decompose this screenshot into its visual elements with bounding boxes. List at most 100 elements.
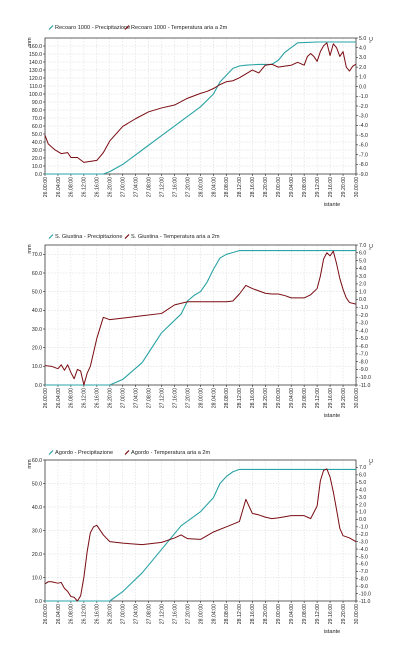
x-tick: 28.00:00	[198, 177, 204, 197]
x-tick: 29.20:00	[341, 604, 347, 624]
y-tick-right: 4.0	[359, 46, 366, 52]
y-tick-left: 70.0	[32, 116, 42, 122]
legend-label: S. Giustina - Temperatura aria a 2m	[131, 234, 220, 240]
chart-3: 0.0 10.0 20.0 30.0 40.0 50.0 60.0 -11.0 -10.0-9.…	[27, 450, 375, 635]
x-tick: 29.12:00	[315, 604, 321, 624]
x-tick: 27.04:00	[134, 604, 140, 624]
x-tick: 27.20:00	[185, 388, 191, 408]
x-tick: 26.04:00	[56, 177, 62, 197]
x-tick: 29.04:00	[289, 177, 295, 197]
plot-frame	[44, 459, 357, 602]
y-tick-right: -8.0	[359, 359, 368, 365]
x-tick: 28.00:00	[198, 604, 204, 624]
plot-frame	[44, 37, 357, 175]
y-tick-right: 1.0	[359, 289, 366, 295]
temperature-line-1	[44, 42, 357, 163]
legend-label: Recoaro 1000 - Temperatura aria a 2m	[131, 25, 228, 31]
temperature-line-2	[44, 250, 357, 386]
y-tick-right: -3.0	[359, 114, 368, 120]
y-tick-right: 4.0	[359, 487, 366, 493]
x-axis-label: istante	[324, 413, 340, 419]
y-tick-right: 6.0	[359, 251, 366, 257]
x-tick: 28.16:00	[250, 388, 256, 408]
y-tick-right: -9.0	[359, 584, 368, 590]
x-tick: 26.16:00	[95, 604, 101, 624]
x-tick: 29.20:00	[341, 177, 347, 197]
y-tick-left: 40.0	[32, 140, 42, 146]
x-tick: 27.00:00	[121, 604, 127, 624]
x-tick: 27.16:00	[172, 388, 178, 408]
y-tick-right: 0.0	[359, 84, 366, 90]
x-tick: 30.00:00	[354, 177, 360, 197]
y-tick-left: 90.0	[32, 100, 42, 106]
x-tick: 28.04:00	[211, 388, 217, 408]
x-tick: 26.04:00	[56, 604, 62, 624]
x-tick: 26.04:00	[56, 388, 62, 408]
x-tick: 28.04:00	[211, 604, 217, 624]
y-tick-right: -2.0	[359, 313, 368, 319]
x-tick: 28.04:00	[211, 177, 217, 197]
x-tick: 29.04:00	[289, 388, 295, 408]
x-tick: 29.08:00	[302, 388, 308, 408]
x-tick: 27.12:00	[159, 388, 165, 408]
y-tick-right: -4.0	[359, 123, 368, 129]
y-tick-right: 4.0	[359, 266, 366, 272]
y-tick-right: 1.0	[359, 510, 366, 516]
y-tick-right: -2.0	[359, 532, 368, 538]
x-tick: 26.12:00	[82, 388, 88, 408]
x-tick: 26.16:00	[95, 388, 101, 408]
x-tick: 29.00:00	[276, 177, 282, 197]
x-tick: 29.08:00	[302, 177, 308, 197]
x-tick: 27.00:00	[121, 388, 127, 408]
x-tick: 28.12:00	[237, 388, 243, 408]
y-axis-label-right: °C	[369, 244, 375, 250]
y-tick-left: 50.0	[32, 289, 42, 295]
y-tick-right: 3.0	[359, 274, 366, 280]
x-tick: 27.12:00	[159, 177, 165, 197]
y-tick-right: -4.0	[359, 328, 368, 334]
y-tick-right: 2.0	[359, 502, 366, 508]
y-tick-left: 60.0	[32, 271, 42, 277]
precipitation-line-2	[45, 250, 356, 386]
x-tick: 29.00:00	[276, 604, 282, 624]
y-tick-left: 20.0	[32, 156, 42, 162]
y-tick-right: -5.0	[359, 336, 368, 342]
y-tick-right: 1.0	[359, 75, 366, 81]
x-tick: 28.12:00	[237, 604, 243, 624]
x-axis-label: istante	[324, 202, 340, 208]
x-tick: 29.16:00	[328, 177, 334, 197]
x-tick: 27.08:00	[146, 604, 152, 624]
legend-swatch	[48, 234, 54, 239]
temperature-line-3	[44, 468, 357, 602]
y-tick-left: 0.0	[35, 383, 42, 389]
y-axis-label-left: mm	[27, 37, 33, 47]
y-tick-right: -9.0	[359, 367, 368, 373]
y-tick-right: -9.0	[359, 172, 368, 178]
x-tick: 26.08:00	[69, 604, 75, 624]
y-tick-right: -10.0	[359, 375, 371, 381]
y-tick-left: 130.0	[29, 68, 42, 74]
x-tick: 26.08:00	[69, 388, 75, 408]
x-tick: 29.16:00	[328, 388, 334, 408]
legend-swatch	[124, 450, 130, 455]
y-tick-right: -10.0	[359, 591, 371, 597]
x-tick: 28.16:00	[250, 177, 256, 197]
y-tick-left: 30.0	[32, 148, 42, 154]
y-tick-right: -6.0	[359, 562, 368, 568]
y-tick-right: -11.0	[359, 383, 371, 389]
legend-swatch	[124, 25, 130, 30]
x-tick: 26.20:00	[108, 388, 114, 408]
x-tick: 30.00:00	[354, 604, 360, 624]
y-tick-right: 7.0	[359, 243, 366, 249]
y-tick-left: 20.0	[32, 552, 42, 558]
x-tick: 27.08:00	[146, 388, 152, 408]
legend-label: S. Giustina - Precipitazione	[55, 234, 122, 240]
x-tick: 29.20:00	[341, 388, 347, 408]
y-tick-right: -8.0	[359, 577, 368, 583]
y-tick-right: -4.0	[359, 547, 368, 553]
y-tick-right: 2.0	[359, 282, 366, 288]
precipitation-line-3	[45, 468, 356, 602]
y-tick-right: -5.0	[359, 133, 368, 139]
y-tick-right: -2.0	[359, 104, 368, 110]
